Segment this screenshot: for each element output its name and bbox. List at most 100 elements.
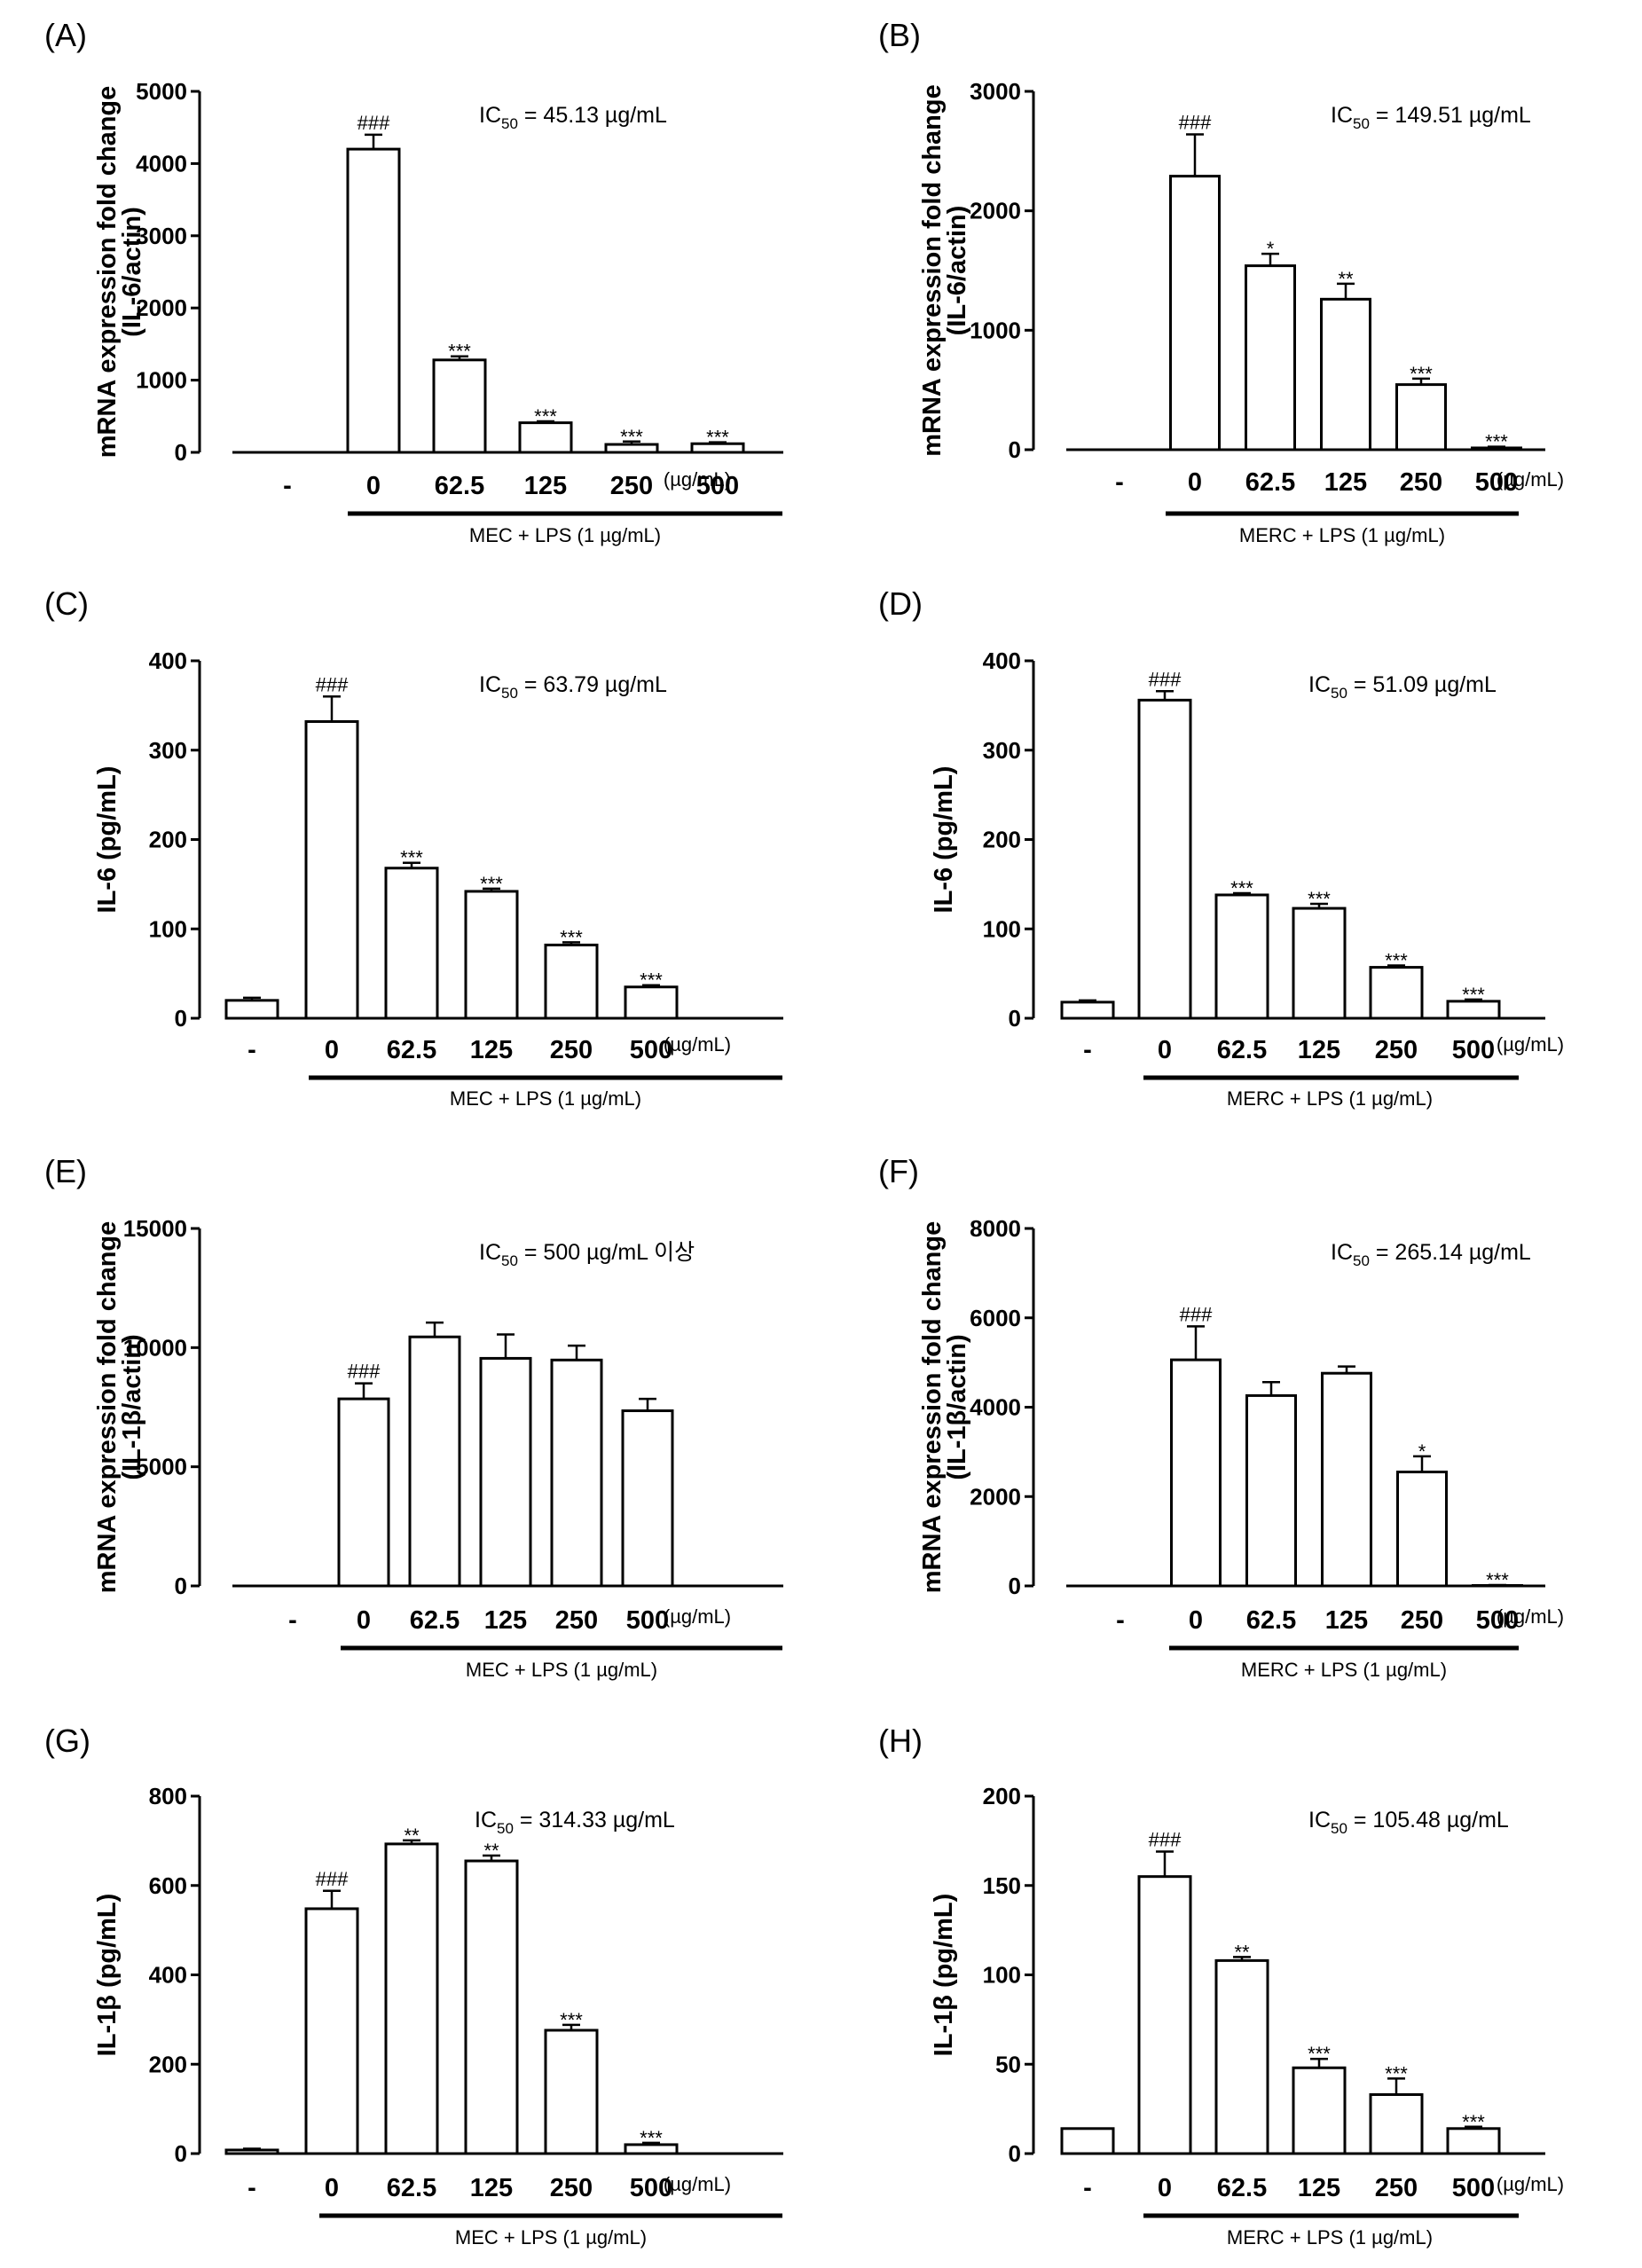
bar (1320, 297, 1371, 451)
x-tick-label: 125 (470, 1036, 513, 1064)
bar (432, 358, 487, 454)
x-unit-label: (µg/mL) (1497, 1605, 1564, 1628)
ic50-prefix: IC (1308, 672, 1331, 697)
treatment-label: MERC + LPS (1 µg/mL) (1227, 2226, 1433, 2248)
treatment-label: MERC + LPS (1 µg/mL) (1239, 524, 1445, 546)
y-tick-label: 0 (175, 1573, 187, 1599)
ic50-annotation: IC50 = 63.79 µg/mL (479, 672, 667, 702)
chart-panel-a: (A) mRNA expression fold change(IL-6/acti… (44, 17, 783, 546)
x-tick-label: 0 (1158, 2174, 1172, 2202)
y-tick-label: 2000 (970, 198, 1021, 224)
ic50-annotation: IC50 = 45.13 µg/mL (479, 103, 667, 132)
y-tick-label: 400 (149, 647, 187, 674)
y-tick-label: 8000 (970, 1215, 1021, 1242)
ic50-annotation: IC50 = 105.48 µg/mL (1308, 1808, 1509, 1837)
x-tick-label: 250 (550, 1036, 593, 1064)
significance-label: *** (400, 847, 423, 869)
x-unit-label: (µg/mL) (664, 468, 731, 490)
x-tick-label: - (1083, 1036, 1092, 1064)
ic50-value: = 51.09 µg/mL (1347, 672, 1497, 697)
y-tick-label: 3000 (136, 223, 187, 249)
y-tick-label: 5000 (136, 78, 187, 105)
ic50-prefix: IC (479, 103, 501, 128)
y-tick-label: 200 (983, 827, 1021, 853)
bar (304, 720, 359, 1020)
ic50-value: = 149.51 µg/mL (1370, 103, 1531, 128)
y-tick-label: 4000 (136, 150, 187, 177)
x-tick-label: 0 (325, 1036, 339, 1064)
y-tick-label: 1000 (970, 317, 1021, 343)
x-tick-label: 125 (1325, 1606, 1368, 1635)
y-tick-label: 200 (983, 1783, 1021, 1809)
ic50-annotation: IC50 = 265.14 µg/mL (1331, 1240, 1531, 1269)
significance-label: ### (316, 673, 349, 695)
ic50-annotation: IC50 = 149.51 µg/mL (1331, 103, 1531, 132)
ic50-annotation: IC50 = 314.33 µg/mL (475, 1808, 675, 1837)
bar (1214, 1958, 1269, 2155)
y-tick-label: 0 (175, 439, 187, 466)
x-tick-label: 0 (325, 2174, 339, 2202)
x-tick-label: 62.5 (410, 1606, 460, 1635)
bar (408, 1335, 461, 1588)
x-tick-label: 125 (1298, 1036, 1340, 1064)
treatment-label: MEC + LPS (1 µg/mL) (450, 1087, 641, 1110)
x-tick-label: 0 (1189, 1606, 1203, 1635)
ic50-prefix: IC (1331, 103, 1353, 128)
treatment-label: MEC + LPS (1 µg/mL) (469, 524, 661, 546)
y-tick-label: 0 (1009, 2140, 1021, 2167)
bar (1321, 1371, 1372, 1588)
y-tick-label: 300 (983, 737, 1021, 764)
ic50-value: = 63.79 µg/mL (518, 672, 667, 697)
bar (224, 2148, 279, 2155)
y-axis-label: (IL-1β/actin) (943, 1334, 971, 1479)
y-axis-label: (IL-6/actin) (943, 206, 971, 336)
significance-label: ** (483, 1840, 499, 1862)
x-tick-label: - (283, 472, 292, 500)
panel-label: (D) (878, 585, 923, 622)
significance-label: ** (1338, 268, 1354, 290)
ic50-value: = 314.33 µg/mL (514, 1808, 675, 1832)
significance-label: ### (1179, 111, 1212, 133)
y-tick-label: 200 (149, 2051, 187, 2077)
x-tick-label: 62.5 (1245, 468, 1295, 497)
panel-label: (C) (44, 585, 89, 622)
significance-label: *** (1410, 363, 1433, 385)
significance-label: ### (1180, 1303, 1213, 1325)
y-axis-label: mRNA expression fold change (918, 1221, 947, 1594)
panel-label: (E) (44, 1153, 87, 1189)
ic50-annotation: IC50 = 51.09 µg/mL (1308, 672, 1497, 702)
significance-label: * (1418, 1440, 1426, 1463)
y-axis-label: IL-1β (pg/mL) (930, 1894, 958, 2057)
bar (544, 943, 599, 1020)
panel-label: (F) (878, 1153, 919, 1189)
x-tick-label: 250 (1401, 1606, 1443, 1635)
y-tick-label: 0 (1009, 1573, 1021, 1599)
significance-label: *** (640, 2127, 663, 2149)
significance-label: *** (480, 873, 503, 895)
significance-label: *** (560, 926, 583, 948)
x-tick-label: 500 (1476, 1606, 1519, 1635)
x-unit-label: (µg/mL) (664, 1605, 731, 1628)
significance-label: *** (1385, 2062, 1408, 2084)
y-tick-label: 1000 (136, 367, 187, 394)
y-axis-label: (IL-6/actin) (118, 207, 146, 337)
y-tick-label: 2000 (136, 294, 187, 321)
bar (624, 985, 679, 1020)
y-tick-label: 800 (149, 1783, 187, 1809)
x-tick-label: 0 (357, 1606, 371, 1635)
bar (1060, 2127, 1115, 2155)
bar (464, 1859, 519, 2155)
bar (384, 1842, 439, 2155)
y-tick-label: 10000 (123, 1334, 187, 1361)
x-tick-label: 250 (1375, 2174, 1418, 2202)
x-tick-label: - (1083, 2174, 1092, 2202)
x-tick-label: 0 (1188, 468, 1202, 497)
y-tick-label: 2000 (970, 1483, 1021, 1510)
y-tick-label: 4000 (970, 1394, 1021, 1421)
x-tick-label: - (288, 1606, 297, 1635)
significance-label: *** (1485, 431, 1508, 453)
significance-label: ### (316, 1868, 349, 1890)
y-tick-label: 0 (1009, 436, 1021, 463)
chart-panel-c: (C) IL-6 (pg/mL) 0 100 200 300 400 - ### 0 *** 62.5… (44, 585, 783, 1110)
ic50-value: = 45.13 µg/mL (518, 103, 667, 128)
